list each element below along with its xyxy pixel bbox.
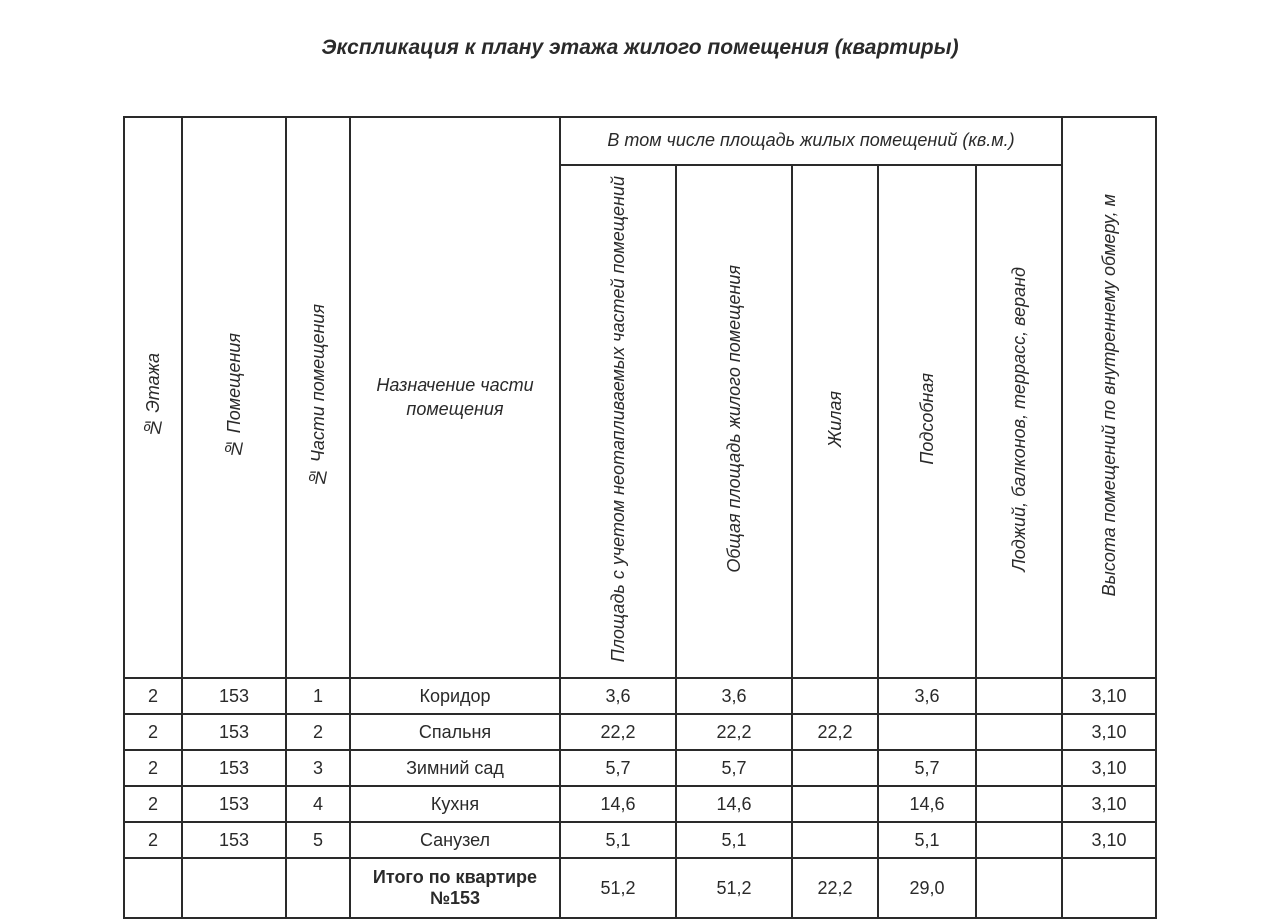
- cell-part: 5: [286, 822, 350, 858]
- cell-area_loggia: [976, 714, 1062, 750]
- cell-purpose: Кухня: [350, 786, 560, 822]
- cell-area_living: [792, 678, 878, 714]
- cell-height: 3,10: [1062, 714, 1156, 750]
- cell-purpose: Зимний сад: [350, 750, 560, 786]
- total-area_total: 51,2: [676, 858, 792, 918]
- total-area_unheated: 51,2: [560, 858, 676, 918]
- cell-area_total: 14,6: [676, 786, 792, 822]
- col-part: № Части помещения: [286, 117, 350, 678]
- table-row: 21534Кухня14,614,614,63,10: [124, 786, 1156, 822]
- cell-area_aux: 5,7: [878, 750, 976, 786]
- cell-area_total: 5,1: [676, 822, 792, 858]
- cell-room: 153: [182, 714, 286, 750]
- cell-area_living: 22,2: [792, 714, 878, 750]
- table-row: 21533Зимний сад5,75,75,73,10: [124, 750, 1156, 786]
- cell-room: 153: [182, 750, 286, 786]
- cell-height: 3,10: [1062, 822, 1156, 858]
- cell-area_living: [792, 786, 878, 822]
- explication-table: № Этажа № Помещения № Части помещения На…: [123, 116, 1157, 919]
- cell-area_unheated: 5,7: [560, 750, 676, 786]
- cell-blank: [286, 858, 350, 918]
- cell-floor: 2: [124, 678, 182, 714]
- total-area_living: 22,2: [792, 858, 878, 918]
- table-total-row: Итого по квартире №15351,251,222,229,0: [124, 858, 1156, 918]
- cell-area_total: 3,6: [676, 678, 792, 714]
- cell-height: 3,10: [1062, 786, 1156, 822]
- cell-height: 3,10: [1062, 750, 1156, 786]
- cell-floor: 2: [124, 786, 182, 822]
- col-area-aux: Подсобная: [878, 165, 976, 678]
- cell-area_aux: 3,6: [878, 678, 976, 714]
- col-area-group: В том числе площадь жилых помещений (кв.…: [560, 117, 1062, 165]
- cell-blank: [124, 858, 182, 918]
- cell-purpose: Санузел: [350, 822, 560, 858]
- cell-area_loggia: [976, 750, 1062, 786]
- cell-part: 4: [286, 786, 350, 822]
- table-row: 21535Санузел5,15,15,13,10: [124, 822, 1156, 858]
- cell-part: 3: [286, 750, 350, 786]
- total-area_aux: 29,0: [878, 858, 976, 918]
- cell-area_living: [792, 750, 878, 786]
- total-label: Итого по квартире №153: [350, 858, 560, 918]
- cell-part: 1: [286, 678, 350, 714]
- cell-area_unheated: 3,6: [560, 678, 676, 714]
- cell-floor: 2: [124, 714, 182, 750]
- cell-area_aux: [878, 714, 976, 750]
- cell-area_total: 22,2: [676, 714, 792, 750]
- cell-room: 153: [182, 822, 286, 858]
- cell-area_total: 5,7: [676, 750, 792, 786]
- cell-area_aux: 5,1: [878, 822, 976, 858]
- col-area-unheated: Площадь с учетом неотапливаемых частей п…: [560, 165, 676, 678]
- table-row: 21531Коридор3,63,63,63,10: [124, 678, 1156, 714]
- cell-blank: [182, 858, 286, 918]
- cell-part: 2: [286, 714, 350, 750]
- cell-purpose: Коридор: [350, 678, 560, 714]
- cell-floor: 2: [124, 822, 182, 858]
- table-wrapper: № Этажа № Помещения № Части помещения На…: [0, 116, 1280, 919]
- cell-area_aux: 14,6: [878, 786, 976, 822]
- col-room: № Помещения: [182, 117, 286, 678]
- col-height: Высота помещений по внутреннему обмеру, …: [1062, 117, 1156, 678]
- cell-area_unheated: 5,1: [560, 822, 676, 858]
- table-body: 21531Коридор3,63,63,63,1021532Спальня22,…: [124, 678, 1156, 918]
- table-row: 21532Спальня22,222,222,23,10: [124, 714, 1156, 750]
- cell-area_living: [792, 822, 878, 858]
- cell-height: 3,10: [1062, 678, 1156, 714]
- cell-purpose: Спальня: [350, 714, 560, 750]
- total-area_loggia: [976, 858, 1062, 918]
- col-purpose: Назначение части помещения: [350, 117, 560, 678]
- cell-area_unheated: 14,6: [560, 786, 676, 822]
- col-floor: № Этажа: [124, 117, 182, 678]
- col-area-loggia: Лоджий, балконов, террасс, веранд: [976, 165, 1062, 678]
- cell-floor: 2: [124, 750, 182, 786]
- page-title: Экспликация к плану этажа жилого помещен…: [0, 36, 1280, 60]
- cell-room: 153: [182, 678, 286, 714]
- cell-area_loggia: [976, 678, 1062, 714]
- col-area-total: Общая площадь жилого помещения: [676, 165, 792, 678]
- cell-area_loggia: [976, 786, 1062, 822]
- cell-area_loggia: [976, 822, 1062, 858]
- cell-area_unheated: 22,2: [560, 714, 676, 750]
- col-area-living: Жилая: [792, 165, 878, 678]
- total-height: [1062, 858, 1156, 918]
- cell-room: 153: [182, 786, 286, 822]
